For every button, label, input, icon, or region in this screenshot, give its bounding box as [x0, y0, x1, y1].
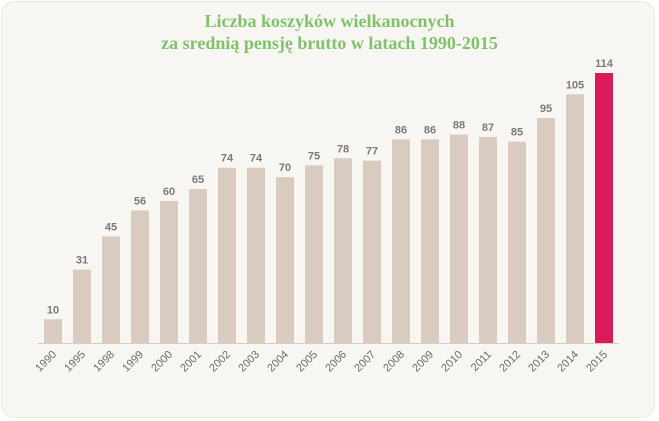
value-label-2013: 95	[540, 103, 552, 115]
bar-1995	[73, 269, 91, 343]
chart-title-line-2: za srednią pensję brutto w latach 1990-2…	[161, 33, 498, 53]
value-label-1999: 56	[134, 195, 146, 207]
bar-2012	[508, 141, 526, 343]
bar-2006	[334, 158, 352, 343]
x-tick-labels-group: 1990 1995 1998 1999 2000 2001 2002 2003 2004 2005…	[33, 349, 610, 375]
value-label-1990: 10	[47, 304, 59, 316]
value-label-2002: 74	[221, 153, 234, 165]
value-label-2000: 60	[163, 186, 175, 198]
x-tick-label-2009: 2009	[410, 349, 436, 375]
bar-2013	[537, 118, 555, 343]
value-label-2015: 114	[595, 58, 614, 70]
x-tick-label-1995: 1995	[62, 349, 88, 375]
x-tick-label-2010: 2010	[439, 349, 465, 375]
value-label-2008: 86	[395, 124, 407, 136]
value-label-2009: 86	[424, 124, 436, 136]
bar-1998	[102, 236, 120, 343]
value-label-2005: 75	[308, 150, 320, 162]
bar-1999	[131, 210, 149, 343]
bar-2015	[595, 73, 613, 343]
bar-2001	[189, 189, 207, 343]
x-tick-label-2015: 2015	[584, 349, 610, 375]
bar-2014	[566, 94, 584, 343]
x-tick-label-2002: 2002	[207, 349, 233, 375]
bar-2007	[363, 160, 381, 343]
x-tick-label-2012: 2012	[497, 349, 523, 375]
bar-2009	[421, 139, 439, 343]
value-label-2011: 87	[482, 122, 494, 134]
x-tick-label-2014: 2014	[555, 349, 581, 375]
bar-2010	[450, 134, 468, 343]
value-label-2004: 70	[279, 162, 291, 174]
chart-title-line-1: Liczba koszyków wielkanocnych	[204, 11, 455, 31]
bar-2000	[160, 200, 178, 343]
x-tick-label-2006: 2006	[323, 349, 349, 375]
bars-group	[44, 73, 613, 343]
value-label-2003: 74	[250, 153, 263, 165]
x-tick-label-2001: 2001	[178, 349, 204, 375]
value-label-1998: 45	[105, 221, 117, 233]
value-label-2006: 78	[337, 143, 349, 155]
chart-title: Liczba koszyków wielkanocnych za srednią…	[0, 10, 659, 54]
x-tick-label-1999: 1999	[120, 349, 146, 375]
bar-2003	[247, 167, 265, 343]
x-tick-label-2011: 2011	[469, 349, 494, 374]
bar-2005	[305, 165, 323, 343]
value-label-2010: 88	[453, 120, 465, 132]
bar-2004	[276, 177, 294, 343]
bar-2002	[218, 167, 236, 343]
value-labels-group: 10 31 45 56 60 65 74 74 70 75 78 77 86 86 88 87 85 95 105 1…	[47, 58, 614, 316]
value-label-2007: 77	[366, 146, 378, 158]
x-tick-label-1998: 1998	[91, 349, 117, 375]
x-tick-label-2005: 2005	[294, 349, 320, 375]
x-tick-label-2004: 2004	[265, 349, 291, 375]
bar-2011	[479, 136, 497, 343]
x-tick-label-1990: 1990	[33, 349, 59, 375]
x-tick-label-2003: 2003	[236, 349, 262, 375]
value-label-2001: 65	[192, 174, 204, 186]
x-tick-label-2007: 2007	[352, 349, 378, 375]
value-label-2012: 85	[511, 127, 523, 139]
x-tick-label-2000: 2000	[149, 349, 175, 375]
bar-1990	[44, 319, 62, 343]
x-tick-label-2013: 2013	[526, 349, 552, 375]
value-label-2014: 105	[566, 79, 584, 91]
value-label-1995: 31	[76, 255, 88, 267]
x-tick-label-2008: 2008	[381, 349, 407, 375]
bar-2008	[392, 139, 410, 343]
